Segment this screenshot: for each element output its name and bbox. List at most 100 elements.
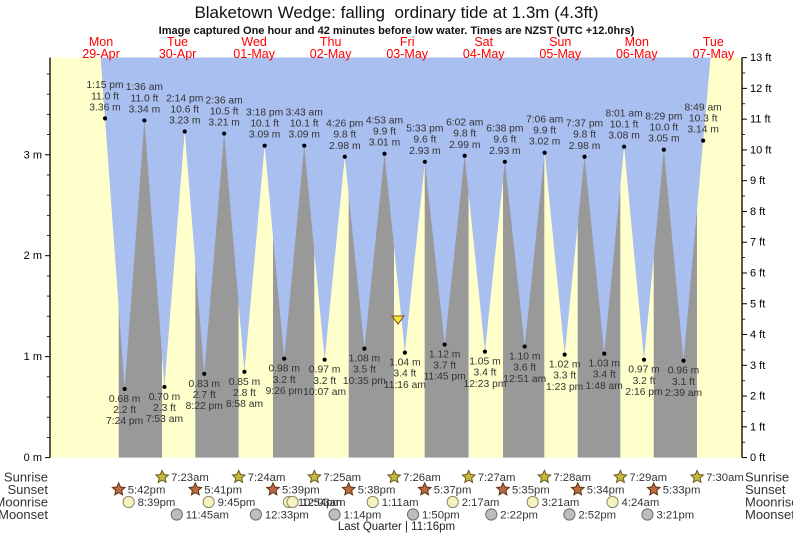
svg-text:9.9 ft: 9.9 ft [373, 127, 396, 138]
svg-text:10.6 ft: 10.6 ft [170, 104, 199, 115]
svg-text:0.68 m: 0.68 m [109, 394, 140, 405]
svg-text:3.5 ft: 3.5 ft [353, 365, 376, 376]
svg-text:5:39pm: 5:39pm [282, 485, 320, 497]
svg-text:7:27am: 7:27am [478, 472, 516, 484]
svg-text:3.14 m: 3.14 m [687, 125, 718, 136]
svg-text:3 ft: 3 ft [750, 360, 765, 372]
svg-text:5:35pm: 5:35pm [512, 485, 550, 497]
svg-text:12:51 am: 12:51 am [503, 374, 546, 385]
svg-text:1.10 m: 1.10 m [509, 352, 540, 363]
svg-text:2:17am: 2:17am [462, 497, 500, 509]
svg-text:2 m: 2 m [24, 250, 42, 262]
svg-text:7:24 pm: 7:24 pm [106, 416, 143, 427]
svg-text:1:14pm: 1:14pm [344, 510, 382, 522]
svg-text:0.98 m: 0.98 m [268, 364, 299, 375]
svg-text:3.08 m: 3.08 m [608, 131, 639, 142]
svg-text:7:30am: 7:30am [706, 472, 744, 484]
svg-text:9:45pm: 9:45pm [218, 497, 256, 509]
svg-text:3.2 ft: 3.2 ft [273, 375, 296, 386]
svg-text:0.96 m: 0.96 m [668, 366, 699, 377]
svg-text:Last Quarter | 11:16pm: Last Quarter | 11:16pm [338, 521, 455, 533]
svg-text:11 ft: 11 ft [750, 114, 771, 126]
svg-text:30-Apr: 30-Apr [159, 47, 197, 61]
svg-text:3:21pm: 3:21pm [656, 510, 694, 522]
svg-text:5:41pm: 5:41pm [204, 485, 242, 497]
svg-text:5:37pm: 5:37pm [434, 485, 472, 497]
svg-text:10 ft: 10 ft [750, 144, 771, 156]
svg-text:1.04 m: 1.04 m [389, 358, 420, 369]
svg-text:04-May: 04-May [463, 47, 505, 61]
svg-text:5 ft: 5 ft [750, 298, 765, 310]
svg-text:10.3 ft: 10.3 ft [689, 114, 718, 125]
svg-text:7:23am: 7:23am [171, 472, 209, 484]
svg-text:9.8 ft: 9.8 ft [333, 130, 356, 141]
svg-text:3:43 am: 3:43 am [286, 107, 323, 118]
svg-text:5:33pm: 5:33pm [663, 485, 701, 497]
svg-text:11.0 ft: 11.0 ft [130, 93, 158, 104]
svg-text:3.6 ft: 3.6 ft [513, 363, 536, 374]
svg-text:3.21 m: 3.21 m [208, 118, 239, 129]
svg-text:7:06 am: 7:06 am [526, 115, 563, 126]
svg-text:02-May: 02-May [310, 47, 352, 61]
svg-text:3.36 m: 3.36 m [89, 102, 120, 113]
svg-text:2:39 am: 2:39 am [665, 388, 702, 399]
svg-text:8:39pm: 8:39pm [138, 497, 176, 509]
svg-text:9.8 ft: 9.8 ft [453, 129, 476, 140]
svg-text:0.83 m: 0.83 m [189, 379, 220, 390]
svg-text:2.93 m: 2.93 m [489, 146, 520, 157]
svg-text:3.02 m: 3.02 m [529, 137, 560, 148]
svg-text:05-May: 05-May [539, 47, 581, 61]
svg-text:2.8 ft: 2.8 ft [233, 388, 256, 399]
svg-text:1.02 m: 1.02 m [549, 360, 580, 371]
svg-text:10:07 am: 10:07 am [303, 387, 346, 398]
svg-text:06-May: 06-May [616, 47, 658, 61]
svg-text:9.8 ft: 9.8 ft [573, 130, 596, 141]
svg-text:3.3 ft: 3.3 ft [553, 371, 576, 382]
svg-text:2.98 m: 2.98 m [569, 141, 600, 152]
svg-text:1.05 m: 1.05 m [469, 357, 500, 368]
svg-text:4 ft: 4 ft [750, 329, 765, 341]
svg-text:6:38 pm: 6:38 pm [486, 124, 523, 135]
svg-text:7:29am: 7:29am [629, 472, 667, 484]
svg-text:12:33pm: 12:33pm [265, 510, 309, 522]
svg-text:8:22 pm: 8:22 pm [186, 401, 223, 412]
svg-text:3:21am: 3:21am [542, 497, 580, 509]
svg-text:29-Apr: 29-Apr [82, 47, 120, 61]
svg-text:10.1 ft: 10.1 ft [290, 119, 319, 130]
svg-text:0.85 m: 0.85 m [229, 377, 260, 388]
svg-text:11:45am: 11:45am [186, 510, 229, 522]
svg-text:1:50pm: 1:50pm [422, 510, 460, 522]
svg-text:8 ft: 8 ft [750, 206, 765, 218]
svg-text:8:49 am: 8:49 am [685, 102, 722, 113]
svg-text:12:23 pm: 12:23 pm [463, 379, 506, 390]
svg-text:2:16 pm: 2:16 pm [625, 387, 662, 398]
svg-text:0 ft: 0 ft [750, 452, 765, 464]
svg-text:0.97 m: 0.97 m [628, 365, 659, 376]
svg-text:3.4 ft: 3.4 ft [393, 369, 416, 380]
svg-text:9.6 ft: 9.6 ft [413, 135, 436, 146]
svg-text:2.93 m: 2.93 m [409, 146, 440, 157]
svg-text:7:26am: 7:26am [403, 472, 441, 484]
svg-text:2:14 pm: 2:14 pm [166, 93, 203, 104]
svg-text:5:33 pm: 5:33 pm [406, 124, 443, 135]
svg-text:3.2 ft: 3.2 ft [313, 376, 336, 387]
svg-text:3:18 pm: 3:18 pm [246, 107, 283, 118]
svg-text:12 ft: 12 ft [750, 83, 771, 95]
svg-text:1:15 pm: 1:15 pm [86, 80, 123, 91]
svg-text:1.08 m: 1.08 m [349, 354, 380, 365]
svg-text:6 ft: 6 ft [750, 267, 765, 279]
svg-text:3.09 m: 3.09 m [288, 130, 319, 141]
svg-text:1:11am: 1:11am [382, 497, 419, 509]
svg-text:10.1 ft: 10.1 ft [610, 120, 639, 131]
svg-text:3.4 ft: 3.4 ft [593, 370, 616, 381]
svg-text:3.34 m: 3.34 m [129, 104, 160, 115]
svg-text:1 ft: 1 ft [750, 421, 765, 433]
svg-text:6:02 am: 6:02 am [446, 118, 483, 129]
svg-text:9 ft: 9 ft [750, 175, 765, 187]
svg-text:7:53 am: 7:53 am [146, 414, 183, 425]
svg-text:07-May: 07-May [692, 47, 734, 61]
svg-text:10:35 pm: 10:35 pm [343, 376, 386, 387]
svg-text:8:58 am: 8:58 am [226, 399, 263, 410]
svg-text:2.2 ft: 2.2 ft [113, 405, 136, 416]
svg-text:2:36 am: 2:36 am [206, 95, 243, 106]
